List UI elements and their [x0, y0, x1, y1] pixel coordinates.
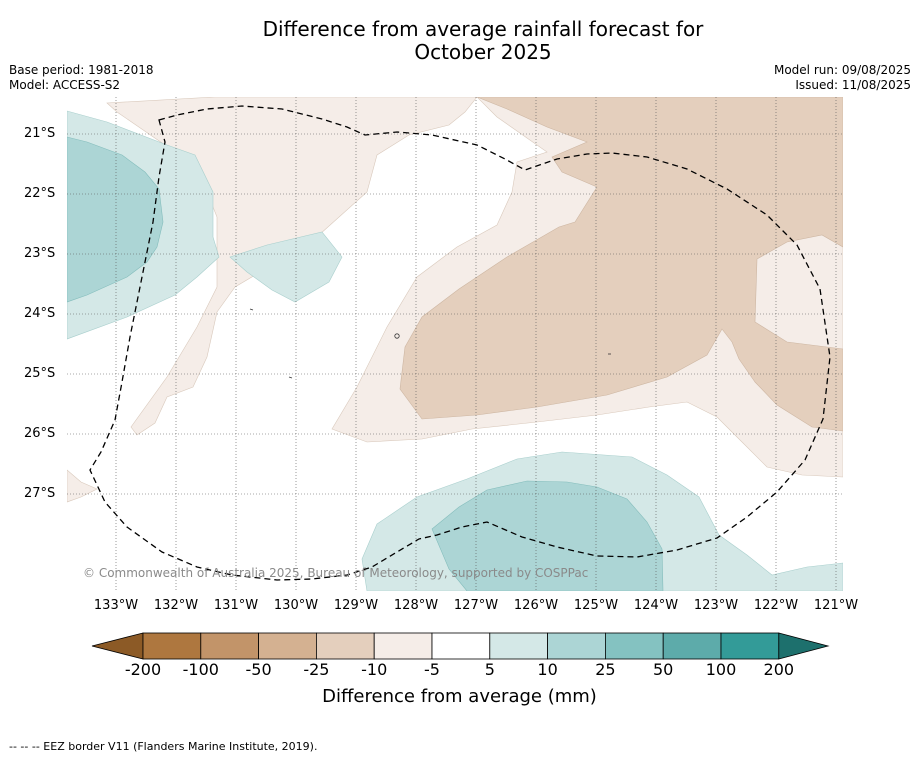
colorbar-tick-label: -100	[182, 660, 219, 679]
colorbar-tick-label: -200	[124, 660, 162, 679]
eez-border	[89, 105, 831, 581]
lat-label: 24°S	[24, 306, 56, 321]
dry-region-patch-west	[67, 469, 98, 503]
speck-1	[394, 333, 400, 339]
lon-label: 127°W	[453, 598, 499, 613]
colorbar	[91, 632, 830, 660]
lon-label: 132°W	[153, 598, 199, 613]
colorbar-cell	[142, 632, 202, 660]
colorbar-cell	[547, 632, 606, 660]
lon-label: 129°W	[333, 598, 379, 613]
wet-region-central	[229, 231, 343, 303]
dry-region-inner	[399, 97, 843, 432]
colorbar-cell	[431, 632, 491, 660]
colorbar-cell	[315, 632, 375, 660]
colorbar-tick-label: -10	[361, 660, 388, 679]
model-name: Model: ACCESS-S2	[9, 78, 121, 92]
gridlines	[67, 97, 843, 591]
speck-3	[288, 376, 293, 379]
colorbar-tick-label: -50	[245, 660, 272, 679]
lat-label: 27°S	[24, 486, 56, 501]
colorbar-tick-label: -5	[424, 660, 440, 679]
wet-region-west-inner	[67, 136, 164, 303]
colorbar-tick-label: 50	[653, 660, 674, 679]
colorbar-title: Difference from average (mm)	[322, 686, 597, 707]
map-title: Difference from average rainfall forecas…	[0, 18, 919, 64]
lat-label: 26°S	[24, 426, 56, 441]
map-canvas	[67, 97, 843, 591]
colorbar-cell	[258, 632, 317, 660]
colorbar-tick-label: 25	[595, 660, 616, 679]
colorbar-cells	[91, 632, 830, 660]
lon-label: 128°W	[393, 598, 439, 613]
lat-label: 23°S	[24, 246, 56, 261]
title-line-1: Difference from average rainfall forecas…	[262, 17, 704, 41]
lon-label: 130°W	[273, 598, 319, 613]
colorbar-tick-label: -25	[303, 660, 330, 679]
dry-region-outer	[106, 97, 478, 436]
colorbar-tick-label: 100	[705, 660, 737, 679]
colorbar-tick-label: 10	[537, 660, 558, 679]
copyright-notice: © Commonwealth of Australia 2025, Bureau…	[83, 566, 589, 580]
lon-label: 126°W	[513, 598, 559, 613]
lon-label: 133°W	[93, 598, 139, 613]
wet-region-south-inner	[431, 480, 664, 591]
title-line-2: October 2025	[414, 40, 552, 64]
lon-label: 124°W	[633, 598, 679, 613]
colorbar-tick-label: 200	[763, 660, 795, 679]
colorbar-tick-label: 5	[484, 660, 495, 679]
eez-footnote: -- -- -- EEZ border V11 (Flanders Marine…	[9, 740, 318, 753]
colorbar-cell	[662, 632, 722, 660]
speck-2	[249, 308, 254, 311]
colorbar-extend-low	[91, 632, 144, 660]
lat-label: 22°S	[24, 186, 56, 201]
colorbar-extend-high	[778, 632, 830, 660]
lon-label: 123°W	[693, 598, 739, 613]
lon-label: 125°W	[573, 598, 619, 613]
colorbar-cell	[720, 632, 780, 660]
issued-date: Issued: 11/08/2025	[795, 78, 911, 92]
lat-label: 25°S	[24, 366, 56, 381]
colorbar-cell	[373, 632, 433, 660]
model-run: Model run: 09/08/2025	[773, 63, 911, 77]
lon-label: 121°W	[813, 598, 859, 613]
meta-left: Base period: 1981-2018 Model: ACCESS-S2	[9, 63, 154, 93]
colorbar-cell	[605, 632, 664, 660]
colorbar-cell	[489, 632, 548, 660]
meta-right: Model run: 09/08/2025 Issued: 11/08/2025	[774, 63, 911, 93]
lon-label: 122°W	[753, 598, 799, 613]
base-period: Base period: 1981-2018	[9, 63, 154, 77]
lat-label: 21°S	[24, 126, 56, 141]
colorbar-cell	[200, 632, 260, 660]
lon-label: 131°W	[213, 598, 259, 613]
